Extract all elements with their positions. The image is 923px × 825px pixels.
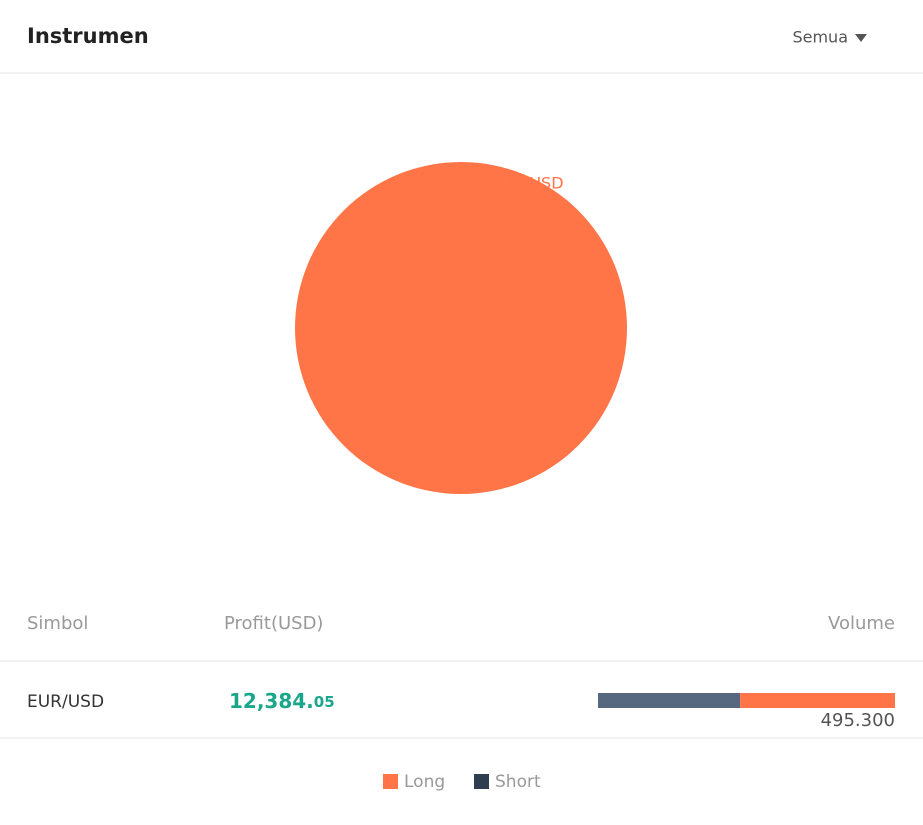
volume-bar-short xyxy=(598,693,741,708)
label-line xyxy=(460,162,485,185)
volume-bar-long xyxy=(740,693,895,708)
column-header: Profit(USD) xyxy=(224,613,323,634)
legend-label: Long xyxy=(404,772,445,792)
legend-swatch xyxy=(383,774,398,789)
column-header: Simbol xyxy=(27,613,88,634)
legend-label: Short xyxy=(495,772,541,792)
column-header: Volume xyxy=(828,613,895,634)
filter-dropdown[interactable]: Semua xyxy=(792,28,848,47)
slice-label: EUR/USD xyxy=(491,174,564,193)
symbol: EUR/USD xyxy=(27,692,104,712)
profit-integer: 12,384. xyxy=(229,689,314,713)
title: Instrumen xyxy=(27,24,149,48)
legend-swatch xyxy=(474,774,489,789)
dropdown-arrow[interactable] xyxy=(855,34,867,42)
pie-slice xyxy=(295,162,627,494)
volume: 495.300 xyxy=(821,710,895,731)
profit: 12,384.05 xyxy=(229,689,335,713)
profit-decimal: 05 xyxy=(314,693,335,711)
